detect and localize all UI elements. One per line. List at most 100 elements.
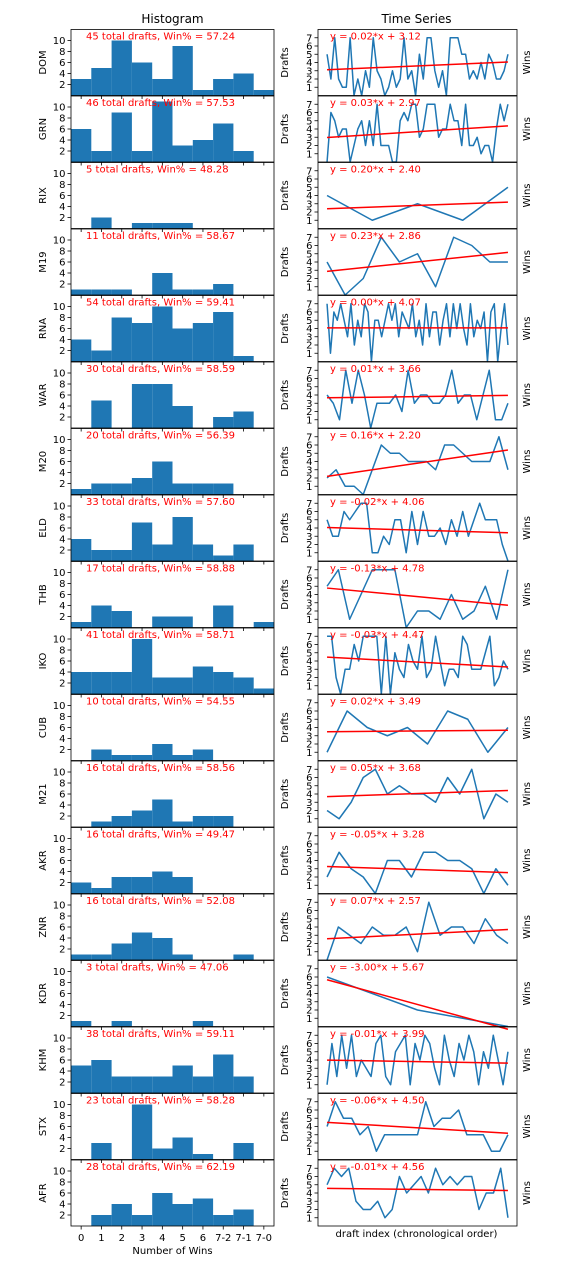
histogram-summary-text: 41 total drafts, Win% = 58.71: [86, 630, 235, 641]
histogram-set-label: RIX: [38, 187, 49, 204]
histogram-bar: [131, 1104, 153, 1160]
y-tick-label: 2: [306, 740, 312, 751]
y-tick-label: 2: [59, 1144, 65, 1155]
histogram-bar: [213, 555, 234, 561]
histogram-bar: [111, 877, 132, 894]
y-tick-label: 7: [306, 499, 312, 510]
x-tick-label: 7-1: [235, 1233, 251, 1244]
y-tick-label: 7: [306, 898, 312, 909]
y-tick-label: 6: [306, 1106, 312, 1117]
y-tick-label: 4: [306, 457, 312, 468]
trend-line: [326, 251, 509, 273]
y-tick-label: 10: [53, 568, 66, 579]
y-tick-label: 6: [59, 723, 65, 734]
time-series-line: [326, 502, 509, 562]
histogram-bar: [91, 350, 112, 362]
histogram-bar: [152, 677, 173, 694]
histogram-bar: [71, 622, 92, 628]
y-tick-label: 4: [306, 1189, 312, 1200]
y-tick-label: 7: [306, 33, 312, 44]
y-tick-label: 4: [306, 524, 312, 535]
histogram-bar: [172, 877, 193, 894]
y-tick-label: 6: [306, 42, 312, 53]
y-tick-label: 2: [306, 673, 312, 684]
histogram-bar: [111, 1021, 132, 1027]
y-tick-label: 1: [306, 349, 312, 360]
y-tick-label: 4: [59, 202, 65, 213]
time-series-right-label: Wins: [522, 1181, 533, 1205]
histogram-summary-text: 20 total drafts, Win% = 56.39: [86, 431, 235, 442]
y-tick-label: 1: [306, 216, 312, 227]
time-series-line: [326, 369, 509, 429]
x-tick-label: 2: [119, 1233, 125, 1244]
time-series-title: Time Series: [380, 12, 451, 26]
time-series-right-label: Wins: [522, 915, 533, 939]
y-tick-label: 2: [59, 346, 65, 357]
y-tick-label: 10: [53, 768, 66, 779]
y-tick-label: 3: [306, 1130, 312, 1141]
y-tick-label: 8: [59, 247, 65, 258]
histogram-bar: [91, 289, 112, 295]
histogram-set-label: WAR: [38, 383, 49, 406]
time-series-line: [326, 901, 509, 961]
y-tick-label: 2: [59, 945, 65, 956]
y-tick-label: 6: [59, 590, 65, 601]
trend-line: [326, 978, 509, 1030]
histogram-bar: [91, 1060, 112, 1093]
histogram-summary-text: 3 total drafts, Win% = 47.06: [86, 963, 229, 974]
time-series-line: [326, 236, 508, 296]
y-tick-label: 6: [306, 1172, 312, 1183]
y-tick-label: 5: [306, 781, 312, 792]
histogram-bar: [111, 943, 132, 960]
trend-equation-text: y = 0.07*x + 2.57: [330, 896, 421, 907]
y-tick-label: 6: [306, 507, 312, 518]
y-tick-label: 4: [306, 790, 312, 801]
y-tick-label: 7: [306, 831, 312, 842]
time-series-line: [326, 851, 509, 895]
y-tick-label: 3: [306, 66, 312, 77]
y-tick-label: 7: [306, 166, 312, 177]
y-tick-label: 6: [59, 524, 65, 535]
time-series-y-label: Drafts: [280, 1045, 291, 1075]
histogram-bar: [213, 284, 234, 295]
y-tick-label: 6: [306, 1039, 312, 1050]
histogram-bar: [172, 223, 193, 229]
y-tick-label: 7: [306, 1031, 312, 1042]
trend-equation-text: y = -0.01*x + 4.56: [330, 1162, 424, 1173]
histogram-set-label: KDR: [38, 983, 49, 1004]
time-series-y-label: Drafts: [280, 247, 291, 277]
histogram-bar: [152, 461, 173, 495]
time-series-line: [326, 436, 509, 496]
y-tick-label: 6: [59, 989, 65, 1000]
histogram-set-label: GRN: [38, 118, 49, 140]
histogram-bar: [91, 68, 112, 96]
y-tick-label: 6: [59, 657, 65, 668]
y-tick-label: 5: [306, 382, 312, 393]
y-tick-label: 8: [59, 646, 65, 657]
y-tick-label: 8: [59, 513, 65, 524]
histogram-bar: [253, 688, 274, 694]
y-tick-label: 4: [306, 1122, 312, 1133]
y-tick-label: 3: [306, 731, 312, 742]
histogram-bar: [131, 639, 153, 694]
y-tick-label: 1: [306, 83, 312, 94]
y-tick-label: 2: [306, 939, 312, 950]
histogram-bar: [111, 40, 132, 96]
y-tick-label: 3: [306, 399, 312, 410]
histogram-bar: [131, 62, 153, 96]
y-tick-label: 5: [306, 648, 312, 659]
trend-line: [327, 61, 508, 71]
y-tick-label: 6: [306, 773, 312, 784]
